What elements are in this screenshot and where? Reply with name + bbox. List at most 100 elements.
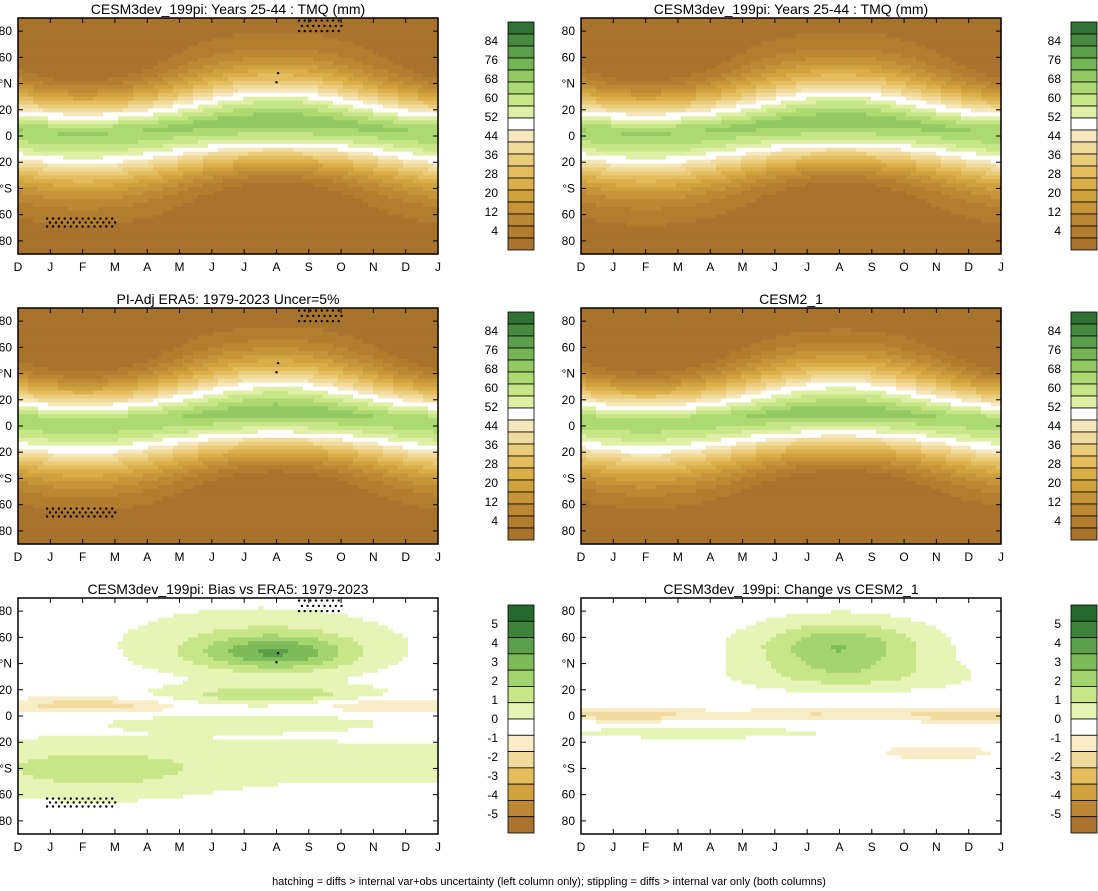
heatmap-cell: [83, 246, 89, 251]
heatmap-cell: [78, 238, 84, 243]
heatmap-cell: [93, 124, 99, 129]
heatmap-cell: [93, 234, 99, 239]
heatmap-cell: [113, 112, 119, 117]
heatmap-cell: [23, 116, 29, 121]
heatmap-cell: [18, 171, 24, 176]
heatmap-cell: [43, 124, 49, 129]
heatmap-cell: [103, 242, 109, 247]
heatmap-cell: [33, 175, 39, 180]
heatmap-cell: [103, 22, 109, 27]
heatmap-cell: [118, 136, 124, 141]
heatmap-cell: [78, 101, 84, 106]
heatmap-cell: [78, 93, 84, 98]
heatmap-cell: [68, 230, 74, 235]
heatmap-cell: [113, 234, 119, 239]
heatmap-cell: [88, 171, 94, 176]
heatmap-cell: [78, 171, 84, 176]
heatmap-cell: [103, 211, 109, 216]
chart-panel-1: CESM3dev_199pi: Years 25-44 : TMQ (mm)80…: [0, 1, 534, 274]
heatmap-cell: [73, 187, 79, 192]
heatmap-cell: [88, 242, 94, 247]
heatmap-cell: [98, 160, 104, 165]
heatmap-cell: [93, 175, 99, 180]
heatmap-cell: [68, 53, 74, 58]
heatmap-cell: [73, 136, 79, 141]
heatmap-cell: [58, 167, 64, 172]
heatmap-cell: [103, 112, 109, 117]
heatmap-cell: [83, 230, 89, 235]
heatmap-cell: [28, 175, 34, 180]
heatmap-cell: [53, 136, 59, 141]
heatmap-cell: [43, 156, 49, 161]
heatmap-cell: [28, 242, 34, 247]
heatmap-cell: [18, 30, 24, 35]
heatmap-cell: [18, 199, 24, 204]
heatmap-cell: [33, 223, 39, 228]
heatmap-cell: [118, 191, 124, 196]
heatmap-cell: [93, 148, 99, 153]
heatmap-cell: [88, 195, 94, 200]
heatmap-cell: [33, 22, 39, 27]
heatmap-cell: [53, 93, 59, 98]
heatmap-cell: [23, 26, 29, 31]
heatmap-cell: [78, 156, 84, 161]
heatmap-cell: [73, 156, 79, 161]
heatmap-cell: [63, 93, 69, 98]
heatmap-cell: [48, 203, 54, 208]
heatmap-cell: [28, 140, 34, 145]
heatmap-cell: [78, 108, 84, 113]
heatmap-cell: [33, 203, 39, 208]
heatmap-cell: [103, 207, 109, 212]
heatmap-cell: [53, 34, 59, 39]
heatmap-cell: [93, 22, 99, 27]
heatmap-cell: [73, 179, 79, 184]
heatmap-cell: [28, 223, 34, 228]
heatmap-cell: [73, 38, 79, 43]
heatmap-cell: [38, 46, 44, 51]
heatmap-cell: [63, 105, 69, 110]
heatmap-cell: [123, 148, 129, 153]
heatmap-cell: [118, 105, 124, 110]
heatmap-cell: [68, 81, 74, 86]
heatmap-cell: [58, 183, 64, 188]
heatmap-cell: [48, 85, 54, 90]
heatmap-cell: [23, 219, 29, 224]
heatmap-cell: [88, 160, 94, 165]
heatmap-cell: [93, 152, 99, 157]
heatmap-cell: [108, 171, 114, 176]
heatmap-cell: [123, 207, 129, 212]
heatmap-cell: [48, 148, 54, 153]
heatmap-cell: [78, 46, 84, 51]
heatmap-cell: [43, 234, 49, 239]
heatmap-cell: [53, 26, 59, 31]
heatmap-cell: [73, 242, 79, 247]
heatmap-cell: [73, 124, 79, 129]
heatmap-cell: [33, 81, 39, 86]
heatmap-cell: [108, 26, 114, 31]
heatmap-cell: [83, 211, 89, 216]
heatmap-cell: [18, 183, 24, 188]
heatmap-cell: [43, 132, 49, 137]
heatmap-cell: [48, 97, 54, 102]
heatmap-cell: [63, 203, 69, 208]
heatmap-cell: [48, 199, 54, 204]
heatmap-cell: [108, 140, 114, 145]
heatmap-cell: [68, 171, 74, 176]
heatmap-cell: [53, 65, 59, 70]
heatmap-cell: [123, 175, 129, 180]
heatmap-cell: [88, 65, 94, 70]
heatmap-cell: [108, 77, 114, 82]
heatmap-cell: [108, 195, 114, 200]
heatmap-cell: [53, 49, 59, 54]
heatmap-cell: [78, 199, 84, 204]
heatmap-cell: [78, 136, 84, 141]
heatmap-cell: [88, 46, 94, 51]
heatmap-cell: [18, 65, 24, 70]
heatmap-cell: [23, 187, 29, 192]
heatmap-cell: [123, 191, 129, 196]
heatmap-cell: [83, 89, 89, 94]
heatmap-cell: [18, 101, 24, 106]
heatmap-cell: [48, 234, 54, 239]
heatmap-cell: [63, 238, 69, 243]
heatmap-cell: [58, 97, 64, 102]
